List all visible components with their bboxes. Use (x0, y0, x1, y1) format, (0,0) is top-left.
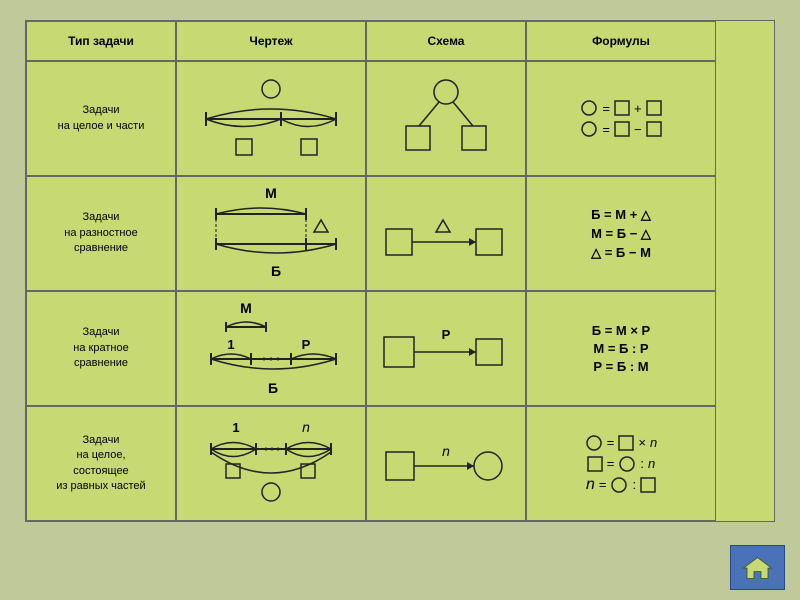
f1-line1: = + (580, 99, 661, 117)
svg-text:Б: Б (268, 380, 278, 396)
row3-formulas: Б = М × Р М = Б : Р Р = Б : М (526, 291, 716, 406)
label-M: М (265, 185, 277, 201)
f2-l1: Б = М + △ (591, 207, 651, 223)
row4-type: Задачи на целое, состоящее из равных час… (26, 406, 176, 521)
f2-l2: М = Б − △ (591, 226, 651, 242)
f1-line2: = − (580, 120, 661, 138)
hdr-formulas: Формулы (526, 21, 716, 61)
hdr-drawing: Чертеж (176, 21, 366, 61)
sq-p-sq-svg: Р (376, 319, 516, 379)
svg-text:1: 1 (227, 337, 234, 352)
row2-schema (366, 176, 526, 291)
equal-parts-svg: 1 n (186, 414, 356, 514)
svg-text:Р: Р (302, 337, 311, 352)
f3-l2: М = Б : Р (593, 341, 648, 356)
label-B: Б (271, 263, 281, 279)
row3-type: Задачи на кратное сравнение (26, 291, 176, 406)
row4-formulas: = × n = : n n = : (526, 406, 716, 521)
svg-text:n: n (302, 419, 310, 435)
row2-type-label: Задачи на разностное сравнение (64, 210, 137, 256)
tree-schema-svg (386, 74, 506, 164)
row1-type-label: Задачи на целое и части (58, 103, 145, 134)
row3-schema: Р (366, 291, 526, 406)
row1-type: Задачи на целое и части (26, 61, 176, 176)
f3-l3: Р = Б : М (593, 359, 648, 374)
row1-formulas: = + = − (526, 61, 716, 176)
row2-type: Задачи на разностное сравнение (26, 176, 176, 291)
f4-line1: = × n (585, 434, 657, 452)
house-icon (740, 554, 775, 582)
row3-drawing: М 1 Р Б (176, 291, 366, 406)
svg-text:1: 1 (232, 420, 239, 435)
nav-home-button[interactable] (730, 545, 785, 590)
f3-l1: Б = М × Р (592, 323, 650, 338)
f4-line3: n = : (586, 476, 656, 494)
svg-text:М: М (240, 300, 252, 316)
schema-label-p: Р (442, 327, 451, 342)
row4-schema: n (366, 406, 526, 521)
main-table: Тип задачи Чертеж Схема Формулы Задачи н… (25, 20, 775, 522)
hdr-type: Тип задачи (26, 21, 176, 61)
sq-n-circle-svg: n (376, 434, 516, 494)
schema-label-n: n (442, 443, 450, 459)
sq-tri-sq-svg (376, 204, 516, 264)
hdr-schema: Схема (366, 21, 526, 61)
row1-drawing (176, 61, 366, 176)
whole-parts-drawing-svg (186, 74, 356, 164)
f4-line2: = : n (587, 455, 655, 473)
diff-compare-svg: М Б (186, 184, 356, 284)
row2-formulas: Б = М + △ М = Б − △ △ = Б − М (526, 176, 716, 291)
row1-schema (366, 61, 526, 176)
mult-compare-svg: М 1 Р Б (186, 299, 356, 399)
row4-drawing: 1 n (176, 406, 366, 521)
f2-l3: △ = Б − М (591, 245, 651, 261)
row4-type-label: Задачи на целое, состоящее из равных час… (56, 433, 145, 495)
row3-type-label: Задачи на кратное сравнение (73, 325, 128, 371)
row2-drawing: М Б (176, 176, 366, 291)
